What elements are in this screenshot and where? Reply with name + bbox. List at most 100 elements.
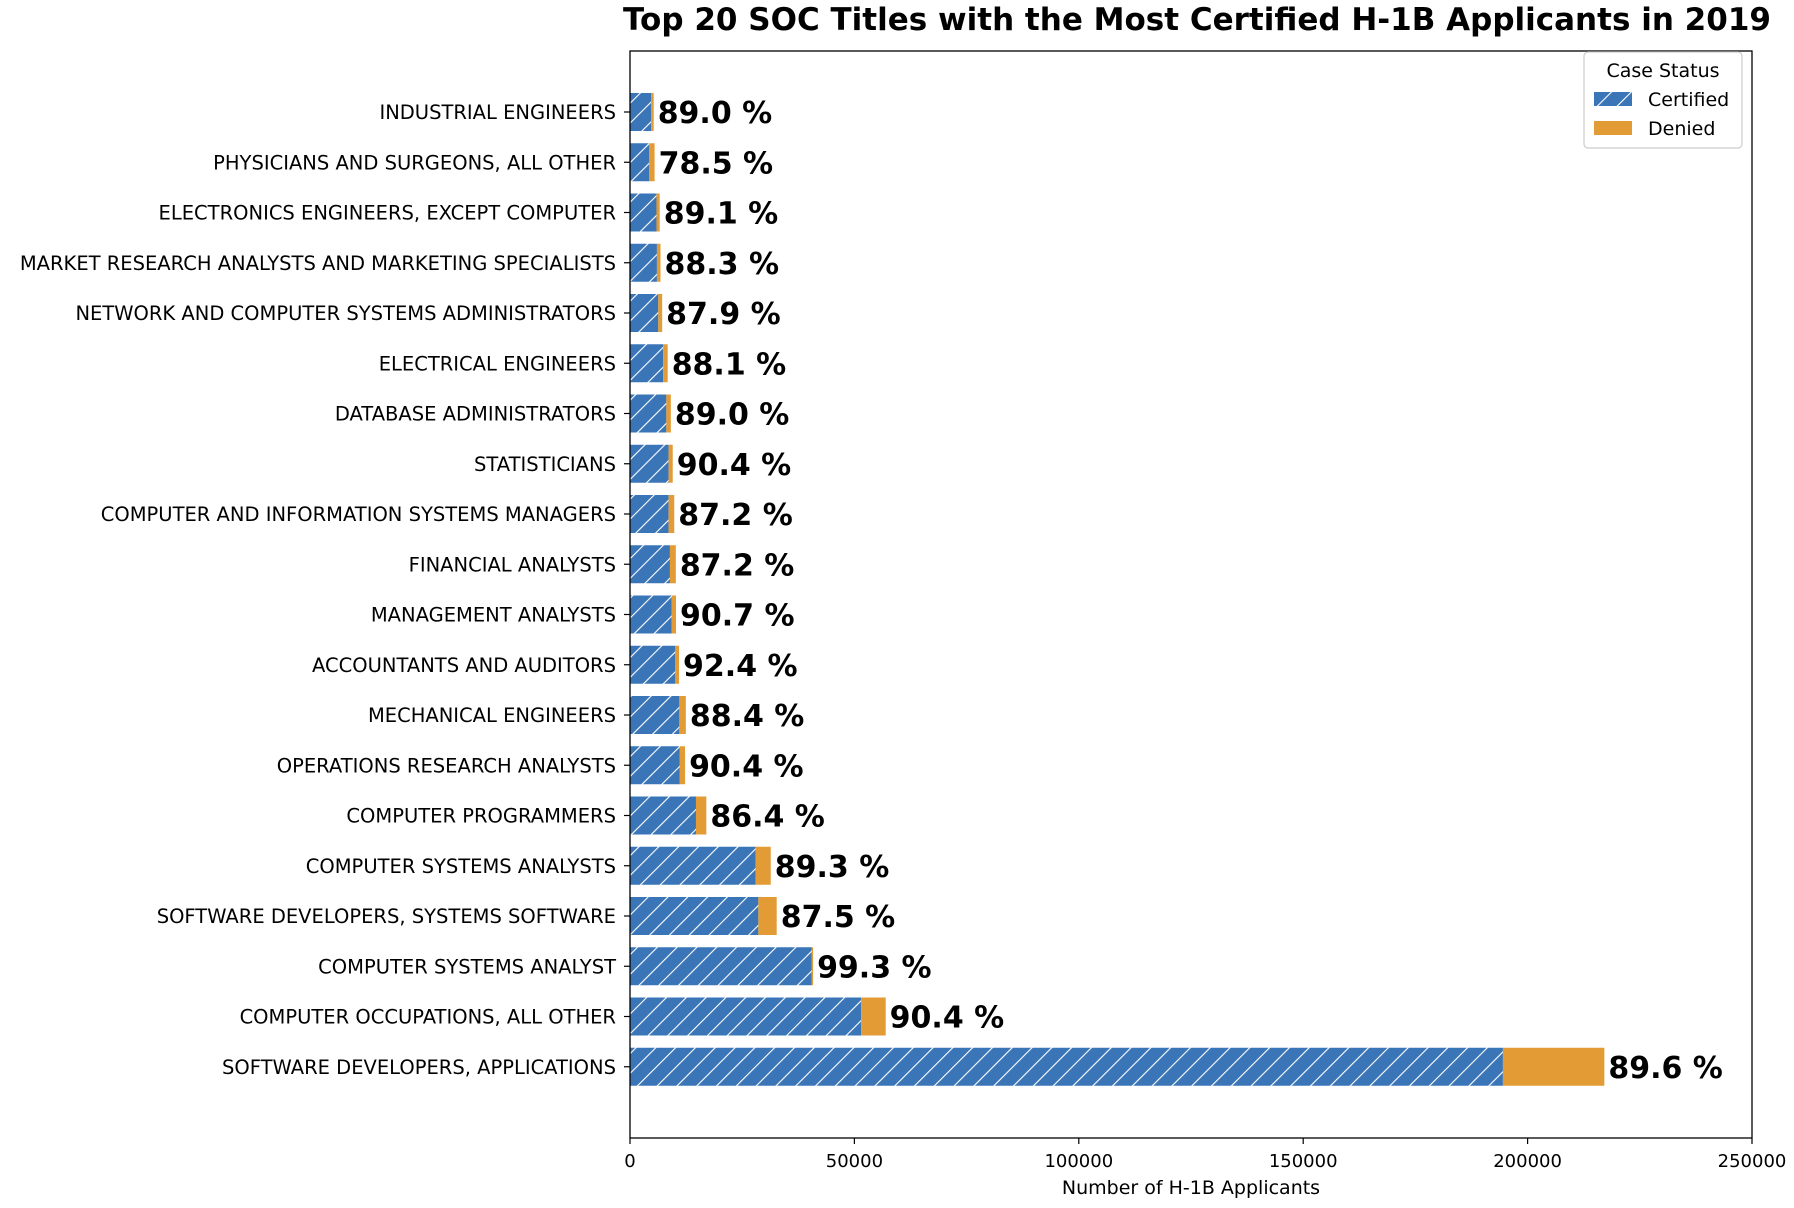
bar-certified (630, 193, 657, 232)
chart-title: Top 20 SOC Titles with the Most Certifie… (623, 2, 1771, 38)
category-label: OPERATIONS RESEARCH ANALYSTS (277, 754, 616, 777)
bar-certified (630, 997, 862, 1036)
bar-certified (630, 143, 650, 182)
percentage-label: 88.4 % (690, 699, 805, 734)
category-label: MANAGEMENT ANALYSTS (371, 604, 616, 627)
bar-denied (656, 243, 661, 282)
category-label: COMPUTER AND INFORMATION SYSTEMS MANAGER… (101, 503, 616, 526)
bar-denied (666, 394, 671, 433)
category-label: COMPUTER SYSTEMS ANALYST (318, 955, 616, 978)
percentage-label: 88.3 % (665, 247, 780, 282)
percentage-label: 89.3 % (775, 850, 890, 885)
bar-certified (630, 1047, 1503, 1086)
percentage-label: 87.2 % (680, 548, 795, 583)
category-label: PHYSICIANS AND SURGEONS, ALL OTHER (213, 151, 616, 174)
bar-denied (755, 846, 771, 885)
percentage-label: 86.4 % (710, 800, 825, 835)
bar-certified (630, 444, 669, 483)
category-label: MARKET RESEARCH ANALYSTS AND MARKETING S… (20, 252, 616, 275)
category-label: COMPUTER PROGRAMMERS (346, 805, 616, 828)
bars-group (630, 93, 1605, 1086)
legend-label-denied: Denied (1648, 118, 1715, 140)
x-axis-ticks: 0 50000 100000 150000 200000 250000 (624, 1138, 1786, 1172)
bar-certified (630, 93, 652, 131)
percentage-label: 90.7 % (680, 599, 795, 634)
legend-swatch-denied (1594, 121, 1632, 135)
bar-denied (669, 545, 676, 584)
percentage-label: 89.0 % (675, 398, 790, 433)
bar-denied (668, 495, 675, 533)
bar-denied (671, 595, 677, 634)
percentage-label: 78.5 % (659, 146, 774, 181)
category-label: NETWORK AND COMPUTER SYSTEMS ADMINISTRAT… (75, 302, 616, 325)
bar-certified (630, 394, 667, 433)
bar-denied (679, 746, 686, 785)
category-label: ELECTRONICS ENGINEERS, EXCEPT COMPUTER (159, 202, 616, 225)
category-label: SOFTWARE DEVELOPERS, APPLICATIONS (222, 1056, 616, 1079)
bar-denied (695, 796, 707, 835)
percentage-label: 90.4 % (890, 1001, 1005, 1036)
percentage-label: 90.4 % (689, 749, 804, 784)
category-label: INDUSTRIAL ENGINEERS (379, 101, 616, 124)
percentage-label: 89.6 % (1608, 1051, 1723, 1086)
bar-certified (630, 344, 664, 383)
percentage-label: 99.3 % (817, 950, 932, 985)
percentage-label: 87.9 % (666, 297, 781, 332)
bar-denied (649, 143, 655, 182)
bar-certified (630, 696, 680, 734)
bar-certified (630, 545, 670, 584)
x-tick-label: 100000 (1044, 1151, 1113, 1172)
bar-certified (630, 595, 672, 634)
bar-certified (630, 846, 756, 885)
category-label: ELECTRICAL ENGINEERS (379, 352, 616, 375)
legend-label-certified: Certified (1648, 89, 1729, 111)
percentage-label: 87.2 % (678, 498, 793, 533)
category-label: DATABASE ADMINISTRATORS (335, 403, 616, 426)
bar-denied (651, 93, 654, 131)
percentage-label: 89.0 % (658, 96, 773, 131)
percentage-label: 89.1 % (664, 197, 779, 232)
bar-denied (675, 645, 680, 684)
legend-title: Case Status (1606, 60, 1719, 82)
percentage-label: 88.1 % (672, 347, 787, 382)
bar-certified (630, 947, 812, 986)
category-label: STATISTICIANS (474, 453, 616, 476)
category-label: SOFTWARE DEVELOPERS, SYSTEMS SOFTWARE (157, 905, 616, 928)
bar-denied (679, 696, 686, 734)
percentage-label: 92.4 % (683, 649, 798, 684)
bar-certified (630, 897, 759, 935)
category-label: ACCOUNTANTS AND AUDITORS (312, 654, 616, 677)
bar-denied (663, 344, 668, 383)
percentage-label: 90.4 % (677, 448, 792, 483)
x-axis-label: Number of H-1B Applicants (1062, 1177, 1320, 1199)
legend-swatch-certified (1594, 92, 1632, 106)
category-label: MECHANICAL ENGINEERS (368, 704, 616, 727)
bar-certified (630, 796, 696, 835)
bar-denied (1502, 1047, 1605, 1086)
category-labels: INDUSTRIAL ENGINEERS PHYSICIANS AND SURGE… (20, 101, 630, 1079)
plot-frame (629, 50, 1753, 1139)
bar-certified (630, 243, 657, 282)
bar-certified (630, 645, 676, 684)
category-label: COMPUTER SYSTEMS ANALYSTS (306, 855, 616, 878)
bar-certified (630, 294, 659, 332)
bar-denied (811, 947, 814, 986)
bar-denied (658, 294, 663, 332)
bar-denied (861, 997, 886, 1036)
bar-denied (758, 897, 777, 935)
percentage-label: 87.5 % (781, 900, 896, 935)
x-tick-label: 50000 (826, 1151, 883, 1172)
bar-denied (668, 444, 673, 483)
x-tick-label: 250000 (1718, 1151, 1787, 1172)
category-label: FINANCIAL ANALYSTS (409, 553, 616, 576)
x-tick-label: 150000 (1269, 1151, 1338, 1172)
x-tick-label: 0 (624, 1151, 635, 1172)
bar-certified (630, 746, 680, 785)
legend: Case Status Certified Denied (1583, 51, 1743, 149)
bar-denied (656, 193, 660, 232)
bar-certified (630, 495, 669, 533)
x-tick-label: 200000 (1493, 1151, 1562, 1172)
category-label: COMPUTER OCCUPATIONS, ALL OTHER (240, 1006, 616, 1029)
percentage-labels: 89.0 % 78.5 % 89.1 % 88.3 % 87.9 % 88.1 % 89.0… (658, 96, 1723, 1086)
